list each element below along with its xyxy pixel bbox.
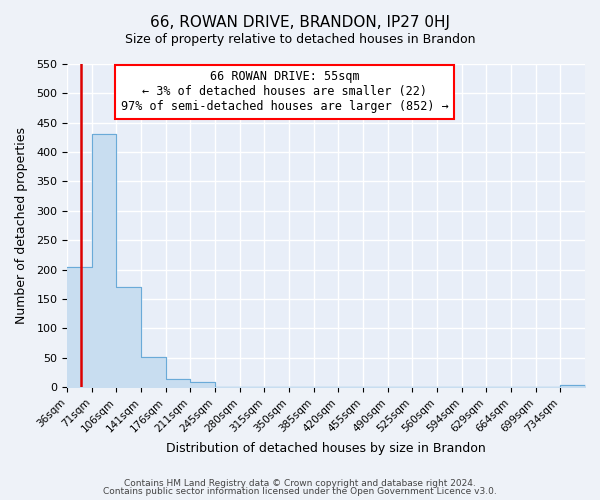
- Text: Contains HM Land Registry data © Crown copyright and database right 2024.: Contains HM Land Registry data © Crown c…: [124, 478, 476, 488]
- Text: 66 ROWAN DRIVE: 55sqm
← 3% of detached houses are smaller (22)
97% of semi-detac: 66 ROWAN DRIVE: 55sqm ← 3% of detached h…: [121, 70, 449, 114]
- Text: 66, ROWAN DRIVE, BRANDON, IP27 0HJ: 66, ROWAN DRIVE, BRANDON, IP27 0HJ: [150, 15, 450, 30]
- Y-axis label: Number of detached properties: Number of detached properties: [15, 127, 28, 324]
- Text: Contains public sector information licensed under the Open Government Licence v3: Contains public sector information licen…: [103, 487, 497, 496]
- X-axis label: Distribution of detached houses by size in Brandon: Distribution of detached houses by size …: [166, 442, 486, 455]
- Text: Size of property relative to detached houses in Brandon: Size of property relative to detached ho…: [125, 32, 475, 46]
